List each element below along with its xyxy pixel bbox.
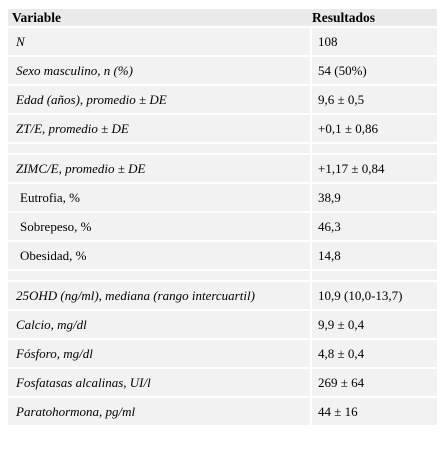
table-row: 25OHD (ng/ml), mediana (rango intercuart… <box>8 282 437 309</box>
row-value: +0,1 ± 0,86 <box>310 115 437 142</box>
row-label: Obesidad, % <box>8 242 310 269</box>
row-label: Paratohormona, pg/ml <box>8 398 310 425</box>
table-body: N 108 Sexo masculino, n (%) 54 (50%) Edad (a… <box>8 28 437 425</box>
row-label: ZIMC/E, promedio ± DE <box>8 155 310 182</box>
row-value: 269 ± 64 <box>310 369 437 396</box>
table-row: Sexo masculino, n (%) 54 (50%) <box>8 57 437 84</box>
row-value: 54 (50%) <box>310 57 437 84</box>
group-spacer <box>8 144 437 153</box>
row-label: N <box>8 28 310 55</box>
table-row: Edad (años), promedio ± DE 9,6 ± 0,5 <box>8 86 437 113</box>
table-row: ZT/E, promedio ± DE +0,1 ± 0,86 <box>8 115 437 142</box>
results-table-container: Variable Resultados N 108 Sexo masculino, … <box>8 7 437 427</box>
table-row: Calcio, mg/dl 9,9 ± 0,4 <box>8 311 437 338</box>
row-label: 25OHD (ng/ml), mediana (rango intercuart… <box>8 282 310 309</box>
row-value: +1,17 ± 0,84 <box>310 155 437 182</box>
table-row: Obesidad, % 14,8 <box>8 242 437 269</box>
row-label: Eutrofia, % <box>8 184 310 211</box>
group-spacer <box>8 271 437 280</box>
row-label: Sobrepeso, % <box>8 213 310 240</box>
row-value: 108 <box>310 28 437 55</box>
row-value: 44 ± 16 <box>310 398 437 425</box>
row-value: 10,9 (10,0-13,7) <box>310 282 437 309</box>
header-variable: Variable <box>8 9 310 26</box>
row-value: 4,8 ± 0,4 <box>310 340 437 367</box>
table-row: Paratohormona, pg/ml 44 ± 16 <box>8 398 437 425</box>
table-row: Sobrepeso, % 46,3 <box>8 213 437 240</box>
row-label: ZT/E, promedio ± DE <box>8 115 310 142</box>
table-header-row: Variable Resultados <box>8 9 437 26</box>
row-value: 9,9 ± 0,4 <box>310 311 437 338</box>
row-label: Edad (años), promedio ± DE <box>8 86 310 113</box>
row-value: 46,3 <box>310 213 437 240</box>
row-label: Fósforo, mg/dl <box>8 340 310 367</box>
table-row: Eutrofia, % 38,9 <box>8 184 437 211</box>
row-value: 38,9 <box>310 184 437 211</box>
table-row: Fosfatasas alcalinas, UI/l 269 ± 64 <box>8 369 437 396</box>
row-label: Sexo masculino, n (%) <box>8 57 310 84</box>
row-label: Calcio, mg/dl <box>8 311 310 338</box>
row-label: Fosfatasas alcalinas, UI/l <box>8 369 310 396</box>
table-row: N 108 <box>8 28 437 55</box>
header-resultados: Resultados <box>310 9 437 26</box>
table-row: Fósforo, mg/dl 4,8 ± 0,4 <box>8 340 437 367</box>
row-value: 14,8 <box>310 242 437 269</box>
row-value: 9,6 ± 0,5 <box>310 86 437 113</box>
results-table: Variable Resultados N 108 Sexo masculino, … <box>8 7 437 427</box>
table-row: ZIMC/E, promedio ± DE +1,17 ± 0,84 <box>8 155 437 182</box>
